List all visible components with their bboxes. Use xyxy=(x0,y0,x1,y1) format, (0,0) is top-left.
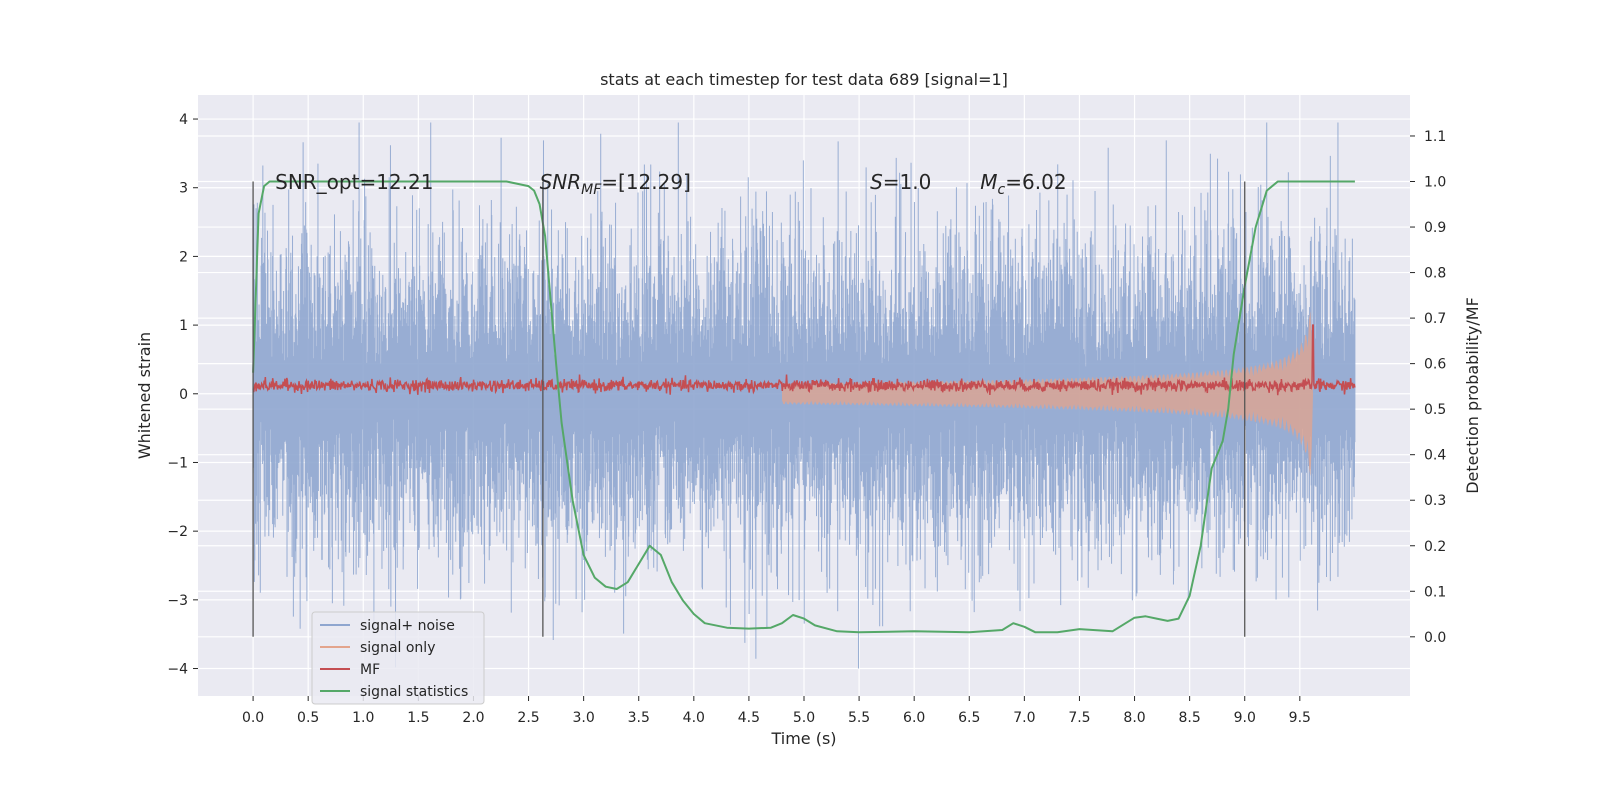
y-right-tick-label: 0.3 xyxy=(1424,493,1446,509)
y-tick-label: 0 xyxy=(179,387,188,403)
data-layer xyxy=(252,122,1356,669)
x-tick-label: 4.0 xyxy=(683,710,705,726)
series-mf xyxy=(252,324,1356,396)
y-right-tick-label: 0.6 xyxy=(1424,357,1446,373)
legend-label: MF xyxy=(360,662,380,678)
annotation-snr-opt: SNR_opt=12.21 xyxy=(275,170,433,194)
y-tick-label: 1 xyxy=(179,318,188,334)
x-tick-label: 6.5 xyxy=(958,710,980,726)
annotation-mc-val: Mc=6.02 xyxy=(980,170,1066,198)
legend-box xyxy=(311,611,485,705)
y-right-tick-label: 0.1 xyxy=(1424,584,1446,600)
x-tick-label: 7.5 xyxy=(1068,710,1090,726)
axes: 0.0 0.5 1.0 1.5 2.0 2.5 3.0 3.5 4.0 4.5 5.0 5.5 6.0 6… xyxy=(167,112,1446,726)
y-right-tick-label: 1.0 xyxy=(1424,175,1446,191)
x-tick-label: 8.0 xyxy=(1123,710,1145,726)
x-tick-label: 0.0 xyxy=(242,710,264,726)
x-tick-label: 1.0 xyxy=(352,710,374,726)
y-right-tick-label: 0.0 xyxy=(1424,630,1446,646)
x-tick-label: 9.0 xyxy=(1234,710,1256,726)
x-tick-label: 0.5 xyxy=(297,710,319,726)
y-tick-label: 2 xyxy=(179,249,188,265)
x-tick-label: 8.5 xyxy=(1179,710,1201,726)
series-signal-only xyxy=(782,311,1313,477)
x-tick-label: 3.5 xyxy=(628,710,650,726)
x-tick-label: 5.5 xyxy=(848,710,870,726)
legend-label: signal only xyxy=(360,640,435,656)
x-tick-label: 3.0 xyxy=(573,710,595,726)
x-tick-label: 9.5 xyxy=(1289,710,1311,726)
x-tick-label: 2.5 xyxy=(517,710,539,726)
y-tick-label: −3 xyxy=(167,593,188,609)
y-right-tick-label: 1.1 xyxy=(1424,129,1446,145)
y-tick-label: −2 xyxy=(167,524,188,540)
x-tick-label: 5.0 xyxy=(793,710,815,726)
y-tick-label: −4 xyxy=(167,662,188,678)
x-tick-label: 4.5 xyxy=(738,710,760,726)
y-right-tick-label: 0.7 xyxy=(1424,311,1446,327)
y-tick-label: 4 xyxy=(179,112,188,128)
series-signal-statistics xyxy=(252,180,1355,634)
x-tick-label: 6.0 xyxy=(903,710,925,726)
chart-title: stats at each timestep for test data 689… xyxy=(600,70,1008,89)
y-right-tick-label: 0.4 xyxy=(1424,448,1446,464)
x-tick-label: 2.0 xyxy=(462,710,484,726)
vertical-markers xyxy=(252,181,1246,637)
y-right-tick-label: 0.5 xyxy=(1424,402,1446,418)
y-tick-label: −1 xyxy=(167,455,188,471)
y-right-tick-label: 0.8 xyxy=(1424,266,1446,282)
legend-label: signal+ noise xyxy=(360,618,455,634)
y-right-tick-label: 0.9 xyxy=(1424,220,1446,236)
legend-label: signal statistics xyxy=(360,684,468,700)
y-right-tick-label: 0.2 xyxy=(1424,539,1446,555)
annotation-s-val: S=1.0 xyxy=(870,170,931,194)
y-tick-label: 3 xyxy=(179,181,188,197)
annotations: SNR_opt=12.21 SNRMF=[12.29] S=1.0 Mc=6.02 xyxy=(275,170,1066,198)
x-tick-label: 1.5 xyxy=(407,710,429,726)
x-tick-label: 7.0 xyxy=(1013,710,1035,726)
annotation-snr-mf: SNRMF=[12.29] xyxy=(540,170,691,198)
y-right-axis-label: Detection probability/MF xyxy=(1463,297,1482,494)
x-axis-label: Time (s) xyxy=(770,729,836,748)
legend: signal+ noise signal only MF signal statist… xyxy=(311,611,485,705)
y-axis-label: Whitened strain xyxy=(135,332,154,459)
